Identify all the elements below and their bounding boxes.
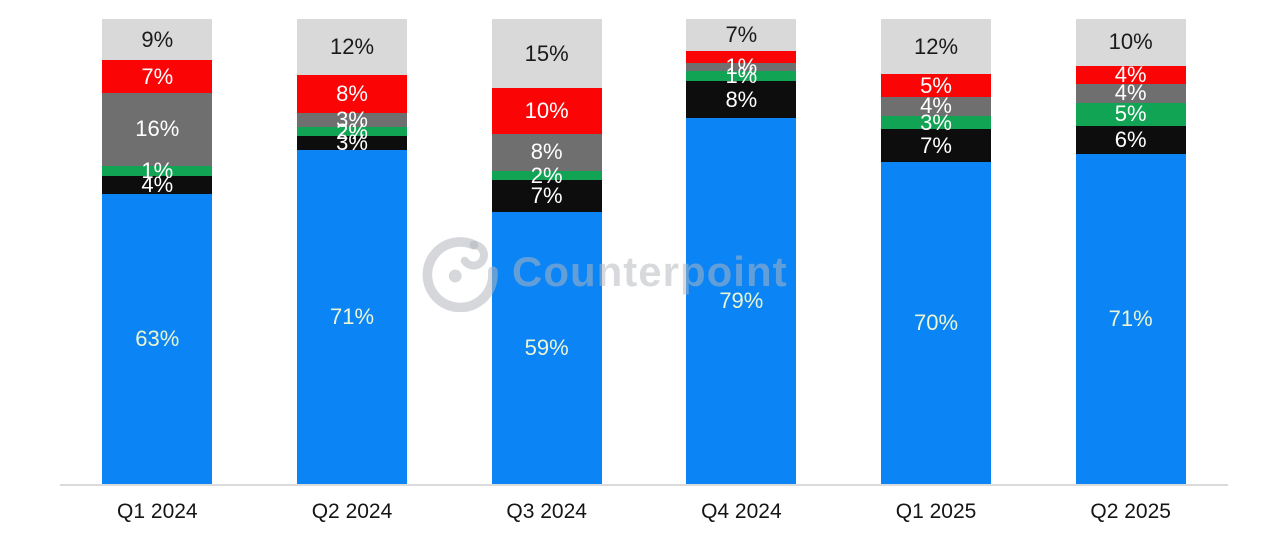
segment-black: 7% xyxy=(491,180,602,213)
segment-value-label: 1% xyxy=(725,62,758,88)
segment-red: 10% xyxy=(491,88,602,135)
segment-red: 7% xyxy=(102,60,213,93)
segment-green: 2% xyxy=(297,120,407,142)
segment-lightgray: 9% xyxy=(102,19,213,61)
segment-value-label: 8% xyxy=(530,139,563,165)
x-tick-label: Q2 2025 xyxy=(1090,500,1171,523)
segment-value-label: 3% xyxy=(920,109,952,135)
segment-value-label: 2% xyxy=(336,118,368,144)
segment-green: 1% xyxy=(102,159,213,181)
segment-green: 2% xyxy=(491,164,602,186)
segment-red: 8% xyxy=(297,75,407,113)
segment-black: 3% xyxy=(297,132,407,154)
segment-value-label: 71% xyxy=(329,304,375,330)
segment-value-label: 59% xyxy=(524,335,569,361)
segment-gray: 4% xyxy=(1075,82,1186,104)
segment-value-label: 7% xyxy=(725,22,758,48)
segment-value-label: 79% xyxy=(719,288,764,314)
bar-slot: 12% 5% 4% 3% 7% 70% xyxy=(839,19,1034,484)
stacked-bar-q2-2024: 12% 8% 3% 2% 3% 71% xyxy=(297,19,407,484)
bar-slot: 7% 1% 1% 8% 79% xyxy=(644,19,839,484)
x-tick-label: Q4 2024 xyxy=(701,500,782,523)
segment-value-label: 63% xyxy=(135,325,180,351)
segment-value-label: 7% xyxy=(920,132,952,158)
segment-blue: 59% xyxy=(491,212,602,484)
segment-value-label: 7% xyxy=(141,63,174,89)
segment-red: 5% xyxy=(881,74,992,98)
segment-gray: 16% xyxy=(102,92,213,167)
segment-gray: 1% xyxy=(686,55,797,77)
bar-slot: 15% 10% 8% 2% 7% 59% xyxy=(449,19,644,484)
segment-value-label: 15% xyxy=(524,40,569,66)
segment-green: 1% xyxy=(686,64,797,86)
segment-value-label: 4% xyxy=(1114,80,1147,106)
segment-gray: 8% xyxy=(491,134,602,171)
segment-value-label: 9% xyxy=(141,26,174,52)
segment-value-label: 5% xyxy=(920,72,952,98)
x-tick-label: Q2 2024 xyxy=(311,500,393,523)
segment-lightgray: 15% xyxy=(491,19,602,89)
segment-black: 8% xyxy=(686,81,797,119)
segment-value-label: 71% xyxy=(1108,305,1153,331)
segment-gray: 4% xyxy=(881,95,992,117)
segment-lightgray: 10% xyxy=(1075,19,1186,66)
segment-value-label: 16% xyxy=(135,116,180,142)
segment-value-label: 3% xyxy=(336,106,368,132)
segment-value-label: 3% xyxy=(336,130,368,156)
segment-value-label: 1% xyxy=(141,157,174,183)
segment-black: 4% xyxy=(102,173,213,195)
stacked-bar-q3-2024: 15% 10% 8% 2% 7% 59% xyxy=(491,19,602,484)
segment-green: 5% xyxy=(1075,102,1186,126)
segment-value-label: 12% xyxy=(913,33,959,59)
segment-value-label: 1% xyxy=(725,53,758,79)
stacked-bar-q2-2025: 10% 4% 4% 5% 6% 71% xyxy=(1075,19,1186,484)
stacked-bar-q1-2025: 12% 5% 4% 3% 7% 70% xyxy=(881,19,992,484)
bar-slot: 12% 8% 3% 2% 3% 71% xyxy=(255,19,450,484)
stacked-bar-q1-2024: 9% 7% 16% 1% 4% 63% xyxy=(102,19,213,484)
x-axis-labels: Q1 2024 Q2 2024 Q3 2024 Q4 2024 Q1 2025 Q2 20… xyxy=(60,500,1228,524)
segment-value-label: 2% xyxy=(530,162,563,188)
segment-green: 3% xyxy=(881,111,992,133)
segment-lightgray: 12% xyxy=(881,19,992,75)
x-tick-label: Q3 2024 xyxy=(506,500,587,523)
segment-value-label: 4% xyxy=(141,171,174,197)
bar-slot: 10% 4% 4% 5% 6% 71% xyxy=(1033,19,1228,484)
segment-value-label: 12% xyxy=(329,34,375,60)
bar-slot: 9% 7% 16% 1% 4% 63% xyxy=(60,19,255,484)
segment-value-label: 6% xyxy=(1114,126,1147,152)
segment-value-label: 4% xyxy=(920,93,952,119)
x-tick-label: Q1 2024 xyxy=(117,500,198,523)
segment-value-label: 5% xyxy=(1114,101,1147,127)
stacked-bar-q4-2024: 7% 1% 1% 8% 79% xyxy=(686,19,797,484)
segment-value-label: 4% xyxy=(1114,61,1147,87)
segment-blue: 70% xyxy=(881,161,992,484)
stacked-bars: 9% 7% 16% 1% 4% 63% 12% 8% 3% 2% 3% 71% 15% 10% 8% 2% 7%… xyxy=(60,19,1228,484)
segment-lightgray: 12% xyxy=(297,19,407,76)
segment-value-label: 7% xyxy=(530,183,563,209)
segment-blue: 63% xyxy=(102,193,213,484)
segment-blue: 79% xyxy=(686,118,797,484)
segment-value-label: 8% xyxy=(336,81,368,107)
segment-lightgray: 7% xyxy=(686,19,797,52)
plot-area: 9% 7% 16% 1% 4% 63% 12% 8% 3% 2% 3% 71% 15% 10% 8% 2% 7%… xyxy=(60,19,1228,486)
segment-red: 4% xyxy=(1075,63,1186,85)
segment-value-label: 8% xyxy=(725,86,758,112)
segment-black: 6% xyxy=(1075,125,1186,154)
segment-value-label: 10% xyxy=(1108,29,1153,55)
segment-value-label: 70% xyxy=(913,309,959,335)
segment-red xyxy=(686,51,797,63)
segment-blue: 71% xyxy=(297,150,407,484)
segment-value-label: 10% xyxy=(524,98,569,124)
x-tick-label: Q1 2025 xyxy=(895,500,977,523)
segment-gray: 3% xyxy=(297,108,407,130)
segment-black: 7% xyxy=(881,129,992,162)
segment-blue: 71% xyxy=(1075,153,1186,484)
